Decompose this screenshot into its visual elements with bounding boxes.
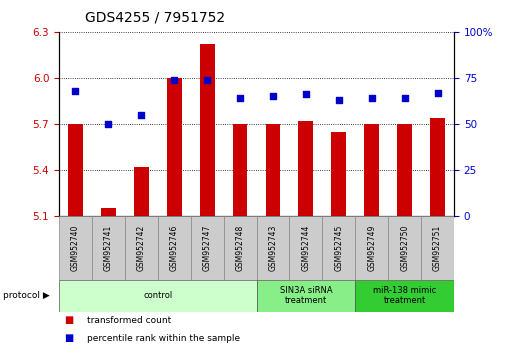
Bar — [430, 118, 445, 216]
Bar — [59, 216, 92, 280]
Point — [269, 93, 277, 99]
Point — [71, 88, 80, 93]
Text: GSM952746: GSM952746 — [170, 224, 179, 271]
Bar — [200, 44, 214, 216]
Text: GSM952743: GSM952743 — [268, 224, 278, 271]
Text: percentile rank within the sample: percentile rank within the sample — [87, 333, 240, 343]
Bar — [92, 216, 125, 280]
Text: protocol ▶: protocol ▶ — [3, 291, 49, 300]
Text: GSM952742: GSM952742 — [137, 225, 146, 271]
Point — [401, 95, 409, 101]
Point — [104, 121, 112, 127]
Bar — [232, 124, 247, 216]
Bar — [388, 216, 421, 280]
Point — [433, 90, 442, 96]
Text: GSM952748: GSM952748 — [235, 225, 245, 271]
Point — [137, 112, 145, 118]
Point — [368, 95, 376, 101]
Text: ■: ■ — [64, 333, 73, 343]
Bar — [158, 216, 191, 280]
Text: GSM952749: GSM952749 — [367, 224, 376, 271]
Text: transformed count: transformed count — [87, 316, 171, 325]
Point — [203, 77, 211, 82]
Text: miR-138 mimic
treatment: miR-138 mimic treatment — [373, 286, 436, 305]
Point — [302, 92, 310, 97]
Bar — [224, 216, 256, 280]
Point — [334, 97, 343, 103]
Text: GSM952741: GSM952741 — [104, 225, 113, 271]
Bar — [167, 78, 182, 216]
Text: ■: ■ — [64, 315, 73, 325]
Bar — [266, 124, 281, 216]
Text: SIN3A siRNA
treatment: SIN3A siRNA treatment — [280, 286, 332, 305]
Bar — [355, 280, 454, 312]
Point — [236, 95, 244, 101]
Bar — [59, 280, 256, 312]
Text: GSM952740: GSM952740 — [71, 224, 80, 271]
Text: GSM952751: GSM952751 — [433, 225, 442, 271]
Bar — [191, 216, 224, 280]
Bar — [256, 216, 289, 280]
Text: GSM952744: GSM952744 — [301, 224, 310, 271]
Text: GDS4255 / 7951752: GDS4255 / 7951752 — [85, 11, 225, 25]
Bar — [289, 216, 322, 280]
Point — [170, 77, 179, 82]
Bar — [299, 121, 313, 216]
Text: control: control — [143, 291, 172, 300]
Text: GSM952745: GSM952745 — [334, 224, 343, 271]
Bar — [134, 167, 149, 216]
Bar — [331, 132, 346, 216]
Bar — [322, 216, 355, 280]
Bar — [68, 124, 83, 216]
Bar — [101, 208, 116, 216]
Bar — [125, 216, 158, 280]
Bar — [421, 216, 454, 280]
Bar — [355, 216, 388, 280]
Text: GSM952750: GSM952750 — [400, 224, 409, 271]
Bar — [256, 280, 355, 312]
Text: GSM952747: GSM952747 — [203, 224, 212, 271]
Bar — [364, 124, 379, 216]
Bar — [397, 124, 412, 216]
